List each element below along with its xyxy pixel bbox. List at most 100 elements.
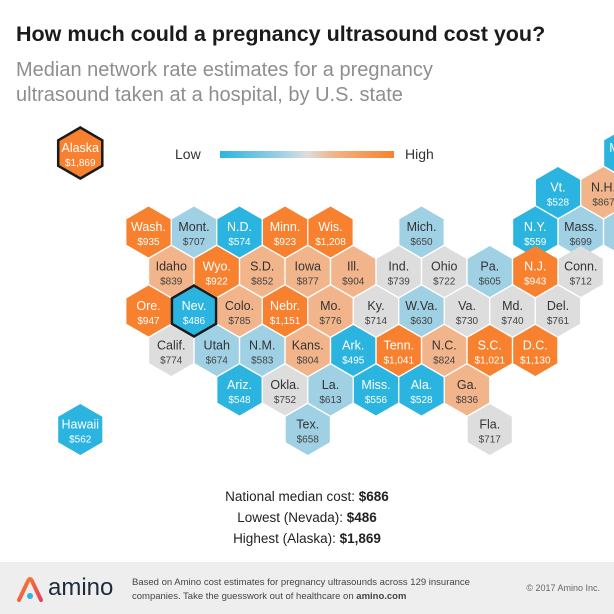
state-hex [262, 285, 308, 337]
state-hex [285, 404, 330, 455]
state-cost-label: $658 [297, 435, 320, 446]
highest-value: $1,869 [339, 531, 381, 546]
state-tile-la: La. $613 [308, 364, 353, 416]
state-name-label: Md. [502, 299, 523, 313]
state-cost-label: $1,869 [65, 158, 96, 169]
state-hex [217, 206, 262, 258]
state-cost-label: $699 [570, 237, 593, 248]
color-legend: Low High [172, 145, 452, 165]
state-name-label: Ill. [347, 260, 360, 274]
state-cost-label: $776 [319, 316, 342, 327]
state-tile-n-y: N.Y. $559 [513, 206, 558, 258]
state-cost-label: $605 [479, 277, 502, 288]
state-name-label: Tenn. [383, 339, 414, 353]
state-tile-mo: Mo. $776 [308, 285, 353, 337]
footer-note: Based on Amino cost estimates for pregna… [132, 576, 502, 604]
state-hex [194, 246, 239, 297]
state-hex [467, 404, 512, 455]
state-name-label: Ala. [411, 378, 433, 392]
hex-tile-map: Alaska $1,869 Maine$544 Vt. $528 N.H. $867 Wash… [56, 126, 614, 455]
state-hex [467, 246, 512, 297]
amino-logo[interactable]: amino [16, 574, 146, 604]
state-cost-label: $852 [251, 277, 274, 288]
state-tile-fla: Fla. $717 [467, 404, 512, 455]
state-hex [444, 364, 490, 416]
state-hex [285, 325, 330, 376]
state-name-label: Conn. [564, 260, 597, 274]
state-cost-label: $774 [160, 356, 183, 367]
state-tile-ill: Ill. $904 [331, 246, 376, 297]
state-name-label: D.C. [523, 339, 548, 353]
state-tile-ga: Ga. $836 [444, 364, 490, 416]
state-name-label: N.Y. [524, 220, 547, 234]
state-name-label: N.D. [227, 220, 252, 234]
state-name-label: Mass. [564, 220, 597, 234]
state-tile-md: Md. $740 [490, 285, 535, 337]
state-tile-wis: Wis. $1,208 [308, 206, 353, 258]
state-name-label: Mo. [320, 299, 341, 313]
state-name-label: Mont. [178, 220, 209, 234]
state-hex [308, 206, 353, 258]
state-tile-n-d: N.D. $574 [217, 206, 262, 258]
state-name-label: Va. [458, 299, 476, 313]
state-name-label: S.D. [250, 260, 274, 274]
amino-logo-text: amino [48, 574, 114, 601]
state-tile-s-c: S.C. $1,021 [467, 325, 512, 376]
state-cost-label: $839 [160, 277, 183, 288]
state-cost-label: $824 [433, 356, 456, 367]
state-tile-n-h: N.H. $867 [581, 167, 614, 218]
state-cost-label: $1,151 [270, 316, 301, 327]
state-hex [262, 364, 308, 416]
state-tile-kans: Kans. $804 [285, 325, 330, 376]
state-name-label: Del. [547, 299, 569, 313]
state-cost-label: $877 [297, 277, 320, 288]
state-tile-nev: Nev. $486 [170, 284, 218, 338]
state-cost-label: $556 [365, 395, 388, 406]
state-cost-label: $1,208 [315, 237, 346, 248]
state-tile-ark: Ark. $495 [331, 325, 376, 376]
state-name-label: Tex. [296, 418, 319, 432]
state-tile-wash: Wash. $935 [126, 206, 171, 258]
legend-low-label: Low [175, 146, 201, 162]
state-name-label: Maine [609, 141, 614, 155]
state-hex [308, 285, 353, 337]
state-hex [558, 246, 603, 297]
state-hex [422, 246, 467, 297]
state-hex [171, 206, 217, 258]
state-cost-label: $947 [137, 316, 160, 327]
state-name-label: Nev. [182, 299, 207, 313]
state-hex [126, 285, 171, 337]
state-cost-label: $528 [547, 198, 570, 209]
national-median-label: National median cost: [225, 489, 355, 504]
state-hex [513, 246, 558, 297]
state-name-label: Minn. [270, 220, 301, 234]
state-hex [126, 206, 171, 258]
state-name-label: Calif. [157, 339, 185, 353]
state-name-label: Iowa [295, 260, 321, 274]
state-tile-maine: Maine$544 [604, 134, 614, 172]
footer-link[interactable]: amino.com [356, 591, 407, 602]
state-tile-va: Va. $730 [444, 285, 490, 337]
state-hex [217, 364, 262, 416]
state-name-label: Mich. [407, 220, 437, 234]
state-cost-label: $740 [501, 316, 524, 327]
national-median-line: National median cost: $686 [0, 486, 614, 507]
state-hex [353, 285, 399, 337]
state-cost-label: $495 [342, 356, 365, 367]
state-hex [422, 325, 467, 376]
lowest-label: Lowest (Nevada): [237, 510, 343, 525]
legend-high-label: High [405, 146, 434, 162]
state-hex [194, 325, 239, 376]
state-tile-hawaii: Hawaii $562 [58, 404, 103, 455]
state-tile-mich: Mich. $650 [399, 206, 444, 258]
summary-stats: National median cost: $686 Lowest (Nevad… [0, 486, 614, 549]
state-name-label: N.C. [432, 339, 457, 353]
state-name-label: N.J. [524, 260, 546, 274]
state-name-label: Ga. [457, 378, 477, 392]
state-tile-conn: Conn. $712 [558, 246, 603, 297]
state-hex [513, 206, 558, 258]
lowest-value: $486 [346, 510, 377, 525]
state-hex [58, 404, 103, 455]
state-name-label: Utah [204, 339, 230, 353]
state-hex [376, 246, 421, 297]
